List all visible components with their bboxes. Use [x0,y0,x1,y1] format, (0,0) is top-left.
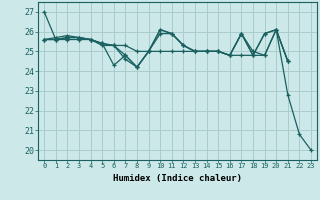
X-axis label: Humidex (Indice chaleur): Humidex (Indice chaleur) [113,174,242,183]
